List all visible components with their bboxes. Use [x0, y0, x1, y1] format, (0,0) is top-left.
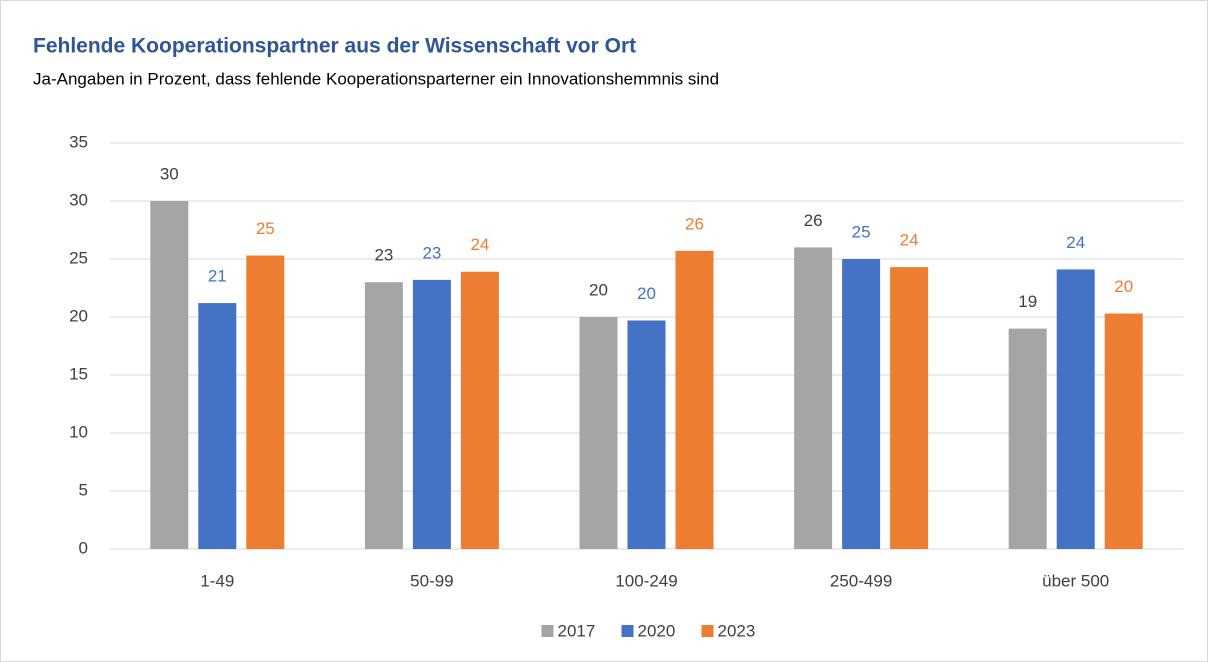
data-label: 26 [804, 211, 823, 230]
bar [1056, 269, 1095, 549]
bar [842, 259, 881, 549]
data-label: 21 [208, 267, 227, 286]
x-tick-label: 100-249 [615, 571, 677, 590]
chart-title: Fehlende Kooperationspartner aus der Wis… [33, 35, 636, 58]
legend-swatch [701, 625, 714, 637]
bar [364, 282, 403, 549]
data-label: 20 [1114, 277, 1133, 296]
legend-label: 2020 [638, 621, 676, 640]
legend-swatch [541, 625, 554, 637]
bar [579, 317, 618, 549]
bar [675, 250, 714, 549]
legend-label: 2023 [718, 621, 756, 640]
data-label: 25 [256, 219, 275, 238]
chart-subtitle: Ja-Angaben in Prozent, dass fehlende Koo… [33, 69, 719, 88]
data-label: 25 [852, 222, 871, 241]
data-label: 20 [589, 280, 608, 299]
data-label: 23 [422, 243, 441, 262]
y-tick-label: 5 [79, 480, 88, 499]
data-label: 24 [900, 231, 919, 250]
x-tick-label: 250-499 [830, 571, 892, 590]
data-label: 26 [685, 214, 704, 233]
bar [627, 320, 666, 549]
legend-label: 2017 [558, 621, 596, 640]
y-tick-label: 15 [69, 364, 88, 383]
data-label: 19 [1018, 292, 1037, 311]
data-label: 23 [374, 246, 393, 265]
y-tick-label: 30 [69, 190, 88, 209]
data-label: 24 [470, 235, 489, 254]
y-tick-label: 20 [69, 306, 88, 325]
bar [460, 271, 499, 549]
bar [890, 267, 929, 549]
bar [1104, 313, 1143, 549]
data-label: 20 [637, 284, 656, 303]
data-label: 24 [1066, 233, 1085, 252]
y-tick-label: 10 [69, 422, 88, 441]
x-tick-label: 50-99 [410, 571, 453, 590]
bar [1008, 328, 1047, 549]
legend-swatch [621, 625, 634, 637]
bar [794, 247, 833, 549]
y-tick-label: 35 [69, 132, 88, 151]
bar [246, 255, 285, 549]
bar [150, 201, 189, 549]
data-label: 30 [160, 164, 179, 183]
y-tick-label: 25 [69, 248, 88, 267]
bar [412, 279, 451, 549]
bar [198, 303, 237, 549]
y-tick-label: 0 [79, 538, 88, 557]
x-tick-label: 1-49 [200, 571, 234, 590]
x-tick-label: über 500 [1042, 571, 1109, 590]
